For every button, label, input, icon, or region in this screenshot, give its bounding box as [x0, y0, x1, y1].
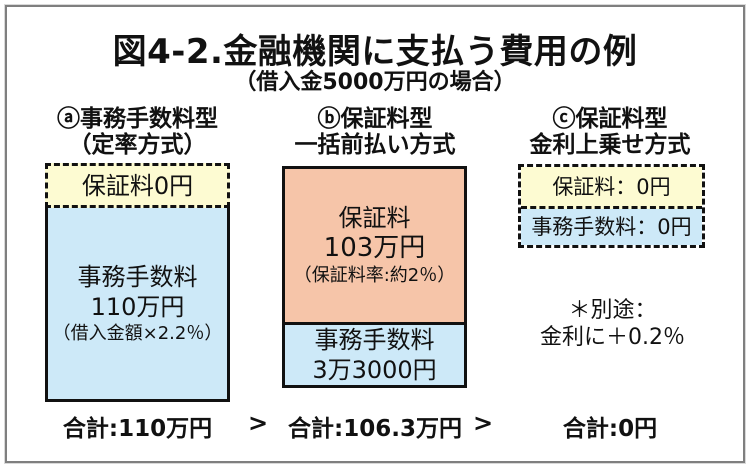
- guarantee-fee-box-b: 保証料 103万円 （保証料率:約2％）: [285, 169, 464, 325]
- column-header-c-line2: 金利上乗せ方式: [529, 132, 691, 158]
- admin-fee-amount-b: 3万3000円: [312, 356, 437, 384]
- total-c: 合計:0円: [562, 416, 658, 442]
- interest-note-line1: ＊別途：: [568, 298, 657, 323]
- figure-title: 図4-2.金融機関に支払う費用の例: [112, 32, 638, 72]
- guarantee-fee-amount-b: 103万円: [323, 233, 426, 263]
- admin-fee-zero-box-c: 事務手数料：0円: [521, 209, 702, 245]
- admin-fee-box-b: 事務手数料 3万3000円: [285, 325, 464, 385]
- guarantee-fee-zero-label-c: 保証料：0円: [552, 174, 671, 199]
- column-header-b: ⓑ保証料型 一括前払い方式: [265, 106, 485, 158]
- interest-note-c: ＊別途： 金利に＋0.2％: [500, 297, 725, 351]
- column-header-b-line1: ⓑ保証料型: [317, 106, 433, 132]
- greater-than-sign-ab: >: [247, 409, 269, 437]
- column-header-a-line1: ⓐ事務手数料型: [57, 106, 218, 132]
- column-header-a-line2: （定率方式）: [68, 132, 207, 158]
- column-header-c: ⓒ保証料型 金利上乗せ方式: [500, 106, 720, 158]
- column-header-c-line1: ⓒ保証料型: [552, 106, 668, 132]
- admin-fee-amount-a: 110万円: [90, 292, 185, 321]
- stacked-box-c: 保証料：0円 事務手数料：0円: [518, 164, 705, 248]
- admin-fee-zero-label-c: 事務手数料：0円: [531, 215, 692, 239]
- admin-fee-rate-a: （借入金額×2.2％）: [52, 322, 223, 344]
- admin-fee-box-a: 事務手数料 110万円 （借入金額×2.2％）: [45, 208, 230, 402]
- stacked-box-b: 保証料 103万円 （保証料率:約2％） 事務手数料 3万3000円: [282, 166, 467, 388]
- admin-fee-name-a: 事務手数料: [77, 262, 198, 291]
- column-header-b-line2: 一括前払い方式: [294, 132, 456, 158]
- guarantee-fee-name-b: 保証料: [338, 204, 411, 232]
- admin-fee-name-b: 事務手数料: [314, 326, 435, 354]
- figure-border: [5, 5, 745, 463]
- total-a: 合計:110万円: [62, 416, 213, 442]
- greater-than-sign-bc: >: [472, 409, 494, 437]
- guarantee-fee-zero-box-c: 保証料：0円: [521, 167, 702, 209]
- figure-subtitle: （借入金5000万円の場合）: [234, 70, 516, 95]
- guarantee-fee-rate-b: （保証料率:約2％）: [293, 265, 456, 286]
- column-header-a: ⓐ事務手数料型 （定率方式）: [25, 106, 250, 158]
- total-b: 合計:106.3万円: [288, 416, 462, 442]
- interest-note-line2: 金利に＋0.2％: [540, 325, 685, 350]
- guarantee-fee-zero-label-a: 保証料0円: [81, 171, 194, 200]
- guarantee-fee-zero-box-a: 保証料0円: [45, 163, 230, 208]
